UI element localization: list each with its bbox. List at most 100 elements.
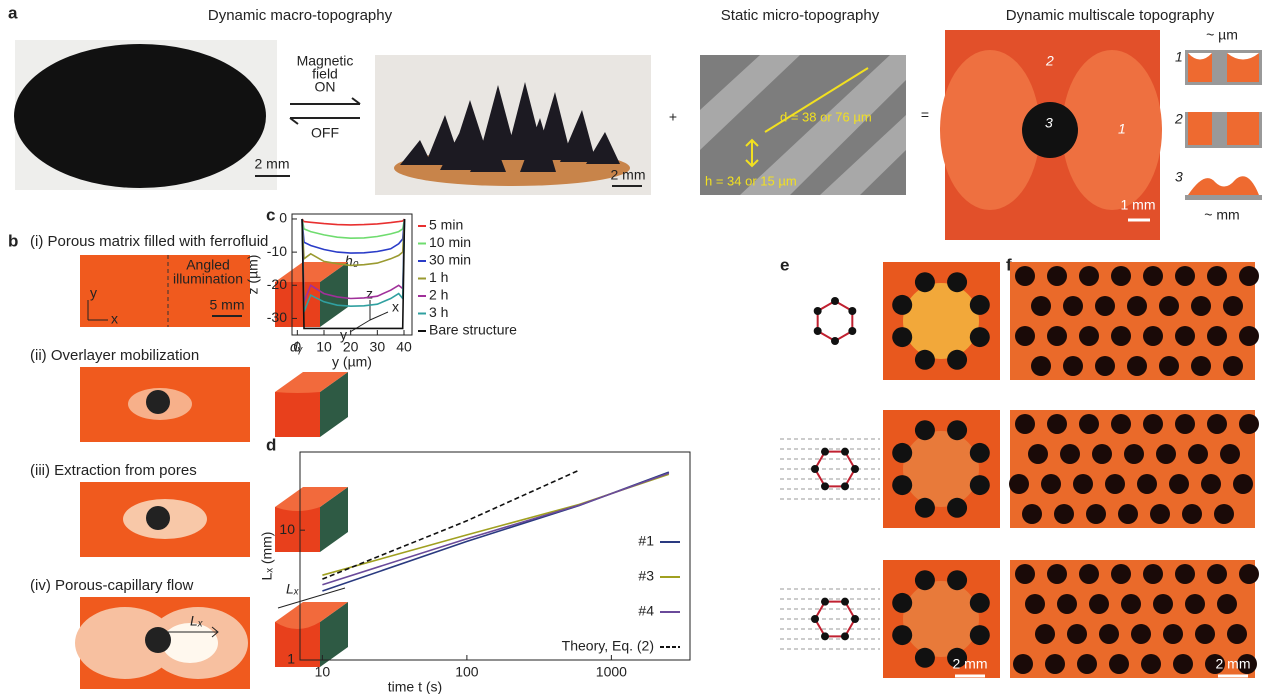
pattern-dot: [1175, 326, 1195, 346]
hexagon-node: [811, 465, 819, 473]
hexagon: [818, 301, 853, 341]
magnet: [146, 506, 170, 530]
hexagon-node: [841, 598, 849, 606]
magnet-dot: [947, 420, 967, 440]
x-tick-label: 1000: [596, 664, 627, 680]
x-tick-label: 10: [315, 664, 331, 680]
scale-label: 2 mm: [953, 656, 988, 672]
region-label: 2: [1045, 53, 1054, 69]
pattern-dot: [1143, 564, 1163, 584]
pattern-dot: [1207, 266, 1227, 286]
pattern-dot: [1195, 624, 1215, 644]
pattern-dot: [1105, 474, 1125, 494]
hexagon: [815, 452, 855, 487]
scale-label: 1 mm: [1121, 197, 1156, 213]
hexagon-node: [848, 307, 856, 315]
pattern-dot: [1077, 654, 1097, 674]
magnet-dot: [915, 420, 935, 440]
pattern-dot: [1009, 474, 1029, 494]
hexagon-node: [841, 448, 849, 456]
scale-label: 5 mm: [210, 297, 245, 313]
pattern-dot: [1092, 444, 1112, 464]
x-tick-label: 100: [455, 664, 479, 680]
hexagon-node: [841, 632, 849, 640]
hexagon-node: [841, 482, 849, 490]
x-tick-label: 40: [396, 339, 412, 355]
pattern-dot: [1057, 594, 1077, 614]
arrow-label: ON: [315, 79, 336, 95]
x-axis-label: time t (s): [388, 679, 442, 694]
x-axis-label: y (µm): [332, 354, 372, 370]
pattern-dot: [1079, 266, 1099, 286]
step-title: (i) Porous matrix filled with ferrofluid: [30, 233, 268, 250]
pattern-dot: [1188, 444, 1208, 464]
region-label: 1: [1118, 121, 1126, 137]
pattern-dot: [1124, 444, 1144, 464]
center-region: [903, 283, 979, 359]
pattern-dot: [1201, 474, 1221, 494]
magnet-dot: [915, 498, 935, 518]
pattern-dot: [1109, 654, 1129, 674]
pattern-dot: [1041, 474, 1061, 494]
pattern-dot: [1073, 474, 1093, 494]
pattern-dot: [1067, 624, 1087, 644]
hexagon-node: [848, 327, 856, 335]
pattern-dot: [1150, 504, 1170, 524]
pattern-dot: [1185, 594, 1205, 614]
magnet-dot: [915, 272, 935, 292]
y-tick-label: -20: [267, 276, 287, 292]
pattern-dot: [1079, 326, 1099, 346]
pattern-dot: [1156, 444, 1176, 464]
pattern-dot: [1015, 414, 1035, 434]
pattern-dot: [1111, 326, 1131, 346]
magnet-dot: [947, 350, 967, 370]
pattern-dot: [1111, 414, 1131, 434]
pattern-dot: [1175, 266, 1195, 286]
schematic-label: ~ mm: [1204, 207, 1239, 223]
pattern-dot: [1207, 414, 1227, 434]
legend-label: #1: [638, 533, 654, 549]
legend-label: Bare structure: [429, 322, 517, 338]
pattern-dot: [1223, 296, 1243, 316]
panel-title: Dynamic multiscale topography: [1006, 7, 1215, 24]
pattern-dot: [1191, 356, 1211, 376]
pattern-dot: [1031, 356, 1051, 376]
pattern-dot: [1111, 266, 1131, 286]
hexagon-node: [821, 632, 829, 640]
pattern-dot: [1118, 504, 1138, 524]
pattern-dot: [1095, 356, 1115, 376]
step-title: (iii) Extraction from pores: [30, 462, 197, 479]
pattern-dot: [1015, 326, 1035, 346]
hexagon-node: [814, 307, 822, 315]
pattern-dot: [1025, 594, 1045, 614]
schematic-label: 2: [1174, 111, 1183, 127]
pattern-dot: [1239, 564, 1259, 584]
pattern-dot: [1015, 266, 1035, 286]
figure: a Dynamic macro-topography Static micro-…: [0, 0, 1270, 694]
bar-front: [275, 392, 320, 437]
pattern-dot: [1220, 444, 1240, 464]
pattern-dot: [1127, 356, 1147, 376]
sponge: [14, 44, 266, 188]
pattern-dot: [1239, 326, 1259, 346]
magnet-dot: [970, 475, 990, 495]
magnet-dot: [892, 625, 912, 645]
pattern-dot: [1031, 296, 1051, 316]
y-tick-label: 0: [279, 210, 287, 226]
dimension-label: Lₓ: [286, 581, 299, 597]
hexagon-node: [811, 615, 819, 623]
region-label: 3: [1045, 115, 1053, 131]
panel-title: Static micro-topography: [721, 7, 880, 24]
pattern-dot: [1239, 266, 1259, 286]
legend-label: 2 h: [429, 287, 448, 303]
panel-letter: c: [266, 205, 275, 224]
magnet-dot: [892, 295, 912, 315]
magnet-dot: [947, 570, 967, 590]
pattern-dot: [1182, 504, 1202, 524]
y-tick-label: 10: [279, 521, 295, 537]
x-tick-label: 20: [343, 339, 359, 355]
magnet-dot: [915, 350, 935, 370]
x-tick-label: 30: [370, 339, 386, 355]
magnet-dot: [970, 625, 990, 645]
y-axis-label: z (µm): [245, 255, 261, 295]
